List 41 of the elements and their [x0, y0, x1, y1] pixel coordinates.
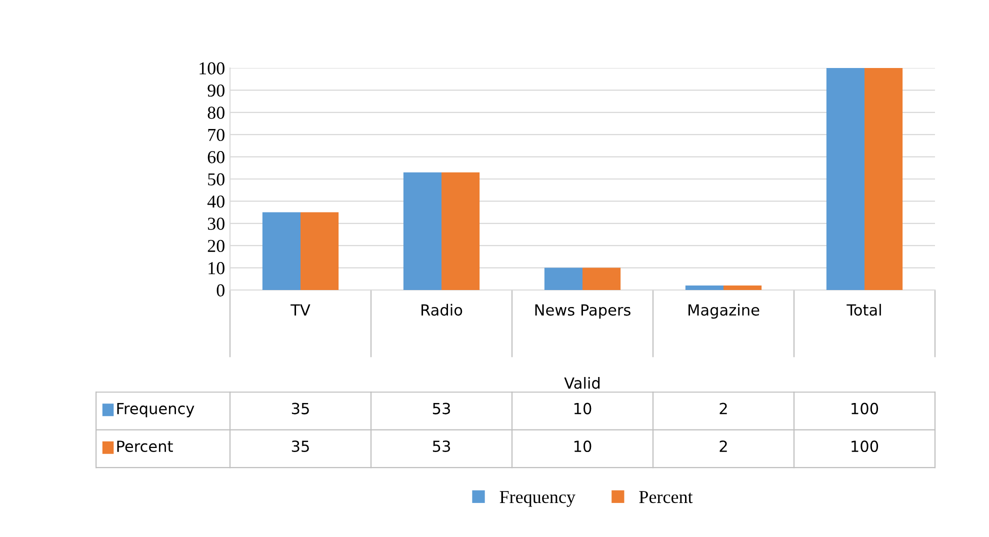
bar [685, 286, 724, 290]
bar [864, 68, 903, 290]
data-label: 2 [720, 402, 727, 414]
y-tick-label: 0 [216, 284, 224, 296]
data-label: 100 [852, 402, 878, 414]
x-tick-label: News Papers [535, 304, 630, 319]
bar [582, 268, 621, 290]
y-tick-label: 60 [208, 151, 224, 164]
y-tick-label: 90 [208, 84, 224, 97]
bar [403, 172, 442, 290]
data-label: 10 [574, 440, 592, 452]
x-tick-label: TV [290, 304, 310, 316]
data-label: 35 [292, 402, 309, 414]
bar [724, 286, 762, 290]
y-tick-label: 70 [208, 128, 224, 142]
x-tick-label: Radio [422, 304, 462, 316]
legend-label: Frequency [117, 402, 194, 418]
data-label: 35 [292, 440, 309, 452]
legend-label: Percent [117, 440, 173, 452]
data-label: 10 [574, 402, 592, 414]
bar [544, 268, 582, 290]
y-tick-label: 80 [208, 106, 224, 119]
x-tick-label: Total [846, 304, 881, 316]
x-axis-title: Valid [564, 377, 600, 389]
bar [826, 68, 864, 290]
bar [300, 212, 339, 290]
x-tick-label: Magazine [688, 304, 760, 319]
bar [442, 172, 480, 290]
y-tick-label: 40 [207, 195, 224, 208]
y-tick-label: 30 [208, 218, 224, 230]
data-label: 53 [432, 440, 450, 452]
y-tick-label: 50 [208, 173, 224, 186]
y-tick-label: 10 [208, 262, 224, 274]
y-tick-label: 100 [200, 62, 224, 74]
data-label: 100 [852, 440, 878, 452]
text: Frequency [500, 491, 576, 507]
data-label: 2 [720, 440, 727, 452]
bar [262, 212, 300, 290]
y-tick-label: 20 [208, 240, 224, 252]
text: Percent [639, 491, 693, 504]
data-label: 53 [432, 402, 450, 414]
